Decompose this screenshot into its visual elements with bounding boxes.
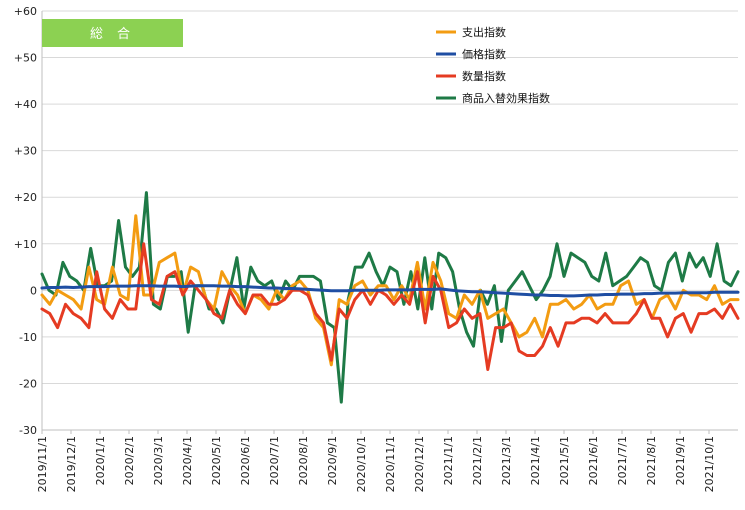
- y-tick-label: -20: [19, 377, 37, 390]
- x-tick-label: 2021/3/1: [500, 436, 513, 485]
- y-tick-label: -10: [19, 331, 37, 344]
- x-tick-label: 2020/1/1: [94, 436, 107, 485]
- x-tick-label: 2020/11/1: [384, 436, 397, 492]
- y-tick-label: +40: [14, 98, 37, 111]
- y-tick-label: +20: [14, 191, 37, 204]
- x-tick-label: 2021/9/1: [674, 436, 687, 485]
- x-tick-label: 2020/12/1: [413, 436, 426, 492]
- gridlines: [42, 10, 738, 431]
- y-tick-label: +50: [14, 52, 37, 65]
- title-box: 総合: [42, 19, 183, 47]
- y-axis: +60 +50 +40 +30 +20 +10 0 -10 -20 -30: [14, 5, 43, 437]
- legend-label: 数量指数: [462, 69, 506, 83]
- y-tick-label: +10: [14, 238, 37, 251]
- legend-label: 商品入替効果指数: [462, 91, 550, 105]
- legend-label: 支出指数: [462, 25, 506, 39]
- title-background: [42, 19, 183, 47]
- x-tick-label: 2020/6/1: [239, 436, 252, 485]
- x-tick-label: 2019/12/1: [65, 436, 78, 492]
- x-tick-label: 2020/7/1: [268, 436, 281, 485]
- x-tick-label: 2021/8/1: [645, 436, 658, 485]
- chart-title: 総合: [90, 27, 144, 42]
- x-tick-label: 2020/5/1: [210, 436, 223, 485]
- y-tick-label: 0: [30, 284, 37, 297]
- plot-area: [40, 191, 740, 404]
- x-tick-label: 2020/9/1: [326, 436, 339, 485]
- y-tick-label: -30: [19, 424, 37, 437]
- x-tick-label: 2021/4/1: [529, 436, 542, 485]
- x-tick-label: 2021/2/1: [471, 436, 484, 485]
- x-tick-label: 2021/7/1: [616, 436, 629, 485]
- y-tick-label: +30: [14, 145, 37, 158]
- series-line-3: [40, 191, 740, 404]
- x-tick-label: 2019/11/1: [36, 436, 49, 492]
- series-line-2: [40, 242, 740, 371]
- y-tick-label: +60: [14, 5, 37, 18]
- x-tick-label: 2021/10/1: [703, 436, 716, 492]
- x-tick-label: 2021/1/1: [442, 436, 455, 485]
- x-axis: 2019/11/1 2019/12/1 2020/1/1 2020/2/1 2020/3…: [36, 429, 738, 492]
- x-tick-label: 2021/5/1: [558, 436, 571, 485]
- x-tick-label: 2021/6/1: [587, 436, 600, 485]
- x-tick-label: 2020/10/1: [355, 436, 368, 492]
- x-tick-label: 2020/2/1: [123, 436, 136, 485]
- x-tick-label: 2020/4/1: [181, 436, 194, 485]
- series-line-1: [40, 284, 740, 298]
- legend-label: 価格指数: [462, 47, 506, 61]
- x-tick-label: 2020/3/1: [152, 436, 165, 485]
- x-tick-label: 2020/8/1: [297, 436, 310, 485]
- series-line-0: [40, 214, 740, 367]
